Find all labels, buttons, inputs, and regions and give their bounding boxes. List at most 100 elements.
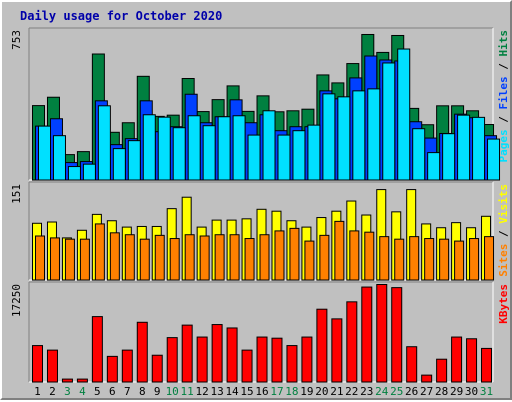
x-tick-label-day-29: 29 xyxy=(450,385,463,398)
chart-title: Daily usage for October 2020 xyxy=(20,9,223,23)
bar-pages-day-20 xyxy=(322,93,336,181)
bar-sites-day-20 xyxy=(319,234,330,281)
bar-sites-day-5 xyxy=(94,223,105,281)
x-tick-label-day-12: 12 xyxy=(196,385,209,398)
x-tick-label-day-6: 6 xyxy=(109,385,116,398)
x-tick-label-day-10: 10 xyxy=(166,385,179,398)
bar-kbytes-day-2 xyxy=(46,349,58,383)
bar-kbytes-day-17 xyxy=(271,337,283,383)
bar-sites-day-9 xyxy=(154,234,165,281)
bar-pages-day-15 xyxy=(247,134,261,181)
bar-kbytes-day-4 xyxy=(76,378,88,383)
bar-sites-day-13 xyxy=(214,234,225,281)
bar-pages-day-2 xyxy=(52,135,66,181)
bar-sites-day-11 xyxy=(184,234,195,281)
legend-files: Files xyxy=(497,76,510,109)
x-tick-label-day-7: 7 xyxy=(124,385,131,398)
bar-pages-day-6 xyxy=(112,148,126,181)
bar-sites-day-24 xyxy=(379,236,390,281)
x-tick-label-day-14: 14 xyxy=(225,385,239,398)
legend-hits: Hits xyxy=(497,30,510,57)
bar-sites-day-22 xyxy=(349,230,360,281)
bar-pages-day-3 xyxy=(67,166,81,181)
bar-sites-day-7 xyxy=(124,234,135,281)
legend-text: Sites / Visits xyxy=(497,184,510,277)
bar-pages-day-12 xyxy=(202,125,216,181)
bar-pages-day-24 xyxy=(382,62,396,181)
x-tick-label-day-16: 16 xyxy=(255,385,268,398)
bar-pages-day-16 xyxy=(262,110,276,181)
bar-kbytes-day-24 xyxy=(376,284,388,383)
x-tick-label-day-17: 17 xyxy=(270,385,283,398)
x-tick-label-day-24: 24 xyxy=(375,385,389,398)
bar-kbytes-day-23 xyxy=(361,286,373,383)
bar-kbytes-day-1 xyxy=(32,345,43,383)
x-tick-label-day-25: 25 xyxy=(390,385,403,398)
x-tick-label-day-8: 8 xyxy=(139,385,146,398)
x-tick-label-day-26: 26 xyxy=(405,385,418,398)
x-tick-label-day-3: 3 xyxy=(64,385,71,398)
bar-kbytes-day-28 xyxy=(436,358,448,383)
bar-kbytes-day-18 xyxy=(286,345,298,383)
bar-pages-day-8 xyxy=(142,114,156,181)
bar-pages-day-1 xyxy=(38,125,51,181)
bar-kbytes-day-29 xyxy=(451,336,463,383)
bar-sites-day-21 xyxy=(334,220,345,281)
legend-text: Pages / Files / Hits xyxy=(497,30,510,163)
bar-sites-day-26 xyxy=(409,236,420,281)
bar-sites-day-14 xyxy=(229,234,240,281)
bar-kbytes-day-8 xyxy=(136,321,148,383)
x-tick-label-day-30: 30 xyxy=(465,385,478,398)
bar-kbytes-day-30 xyxy=(466,338,478,383)
bar-kbytes-day-20 xyxy=(316,308,328,383)
bar-pages-day-28 xyxy=(442,133,456,181)
x-tick-label-day-20: 20 xyxy=(315,385,328,398)
bar-sites-day-30 xyxy=(469,238,480,281)
bar-kbytes-day-10 xyxy=(166,337,178,383)
bar-pages-day-26 xyxy=(412,128,426,181)
x-tick-label-day-31: 31 xyxy=(480,385,493,398)
bar-kbytes-day-22 xyxy=(346,301,358,383)
x-tick-label-day-13: 13 xyxy=(210,385,223,398)
bar-sites-day-8 xyxy=(139,238,150,281)
bar-sites-day-6 xyxy=(109,232,120,281)
bar-kbytes-day-14 xyxy=(226,327,238,383)
bar-kbytes-day-6 xyxy=(106,355,118,383)
bar-kbytes-day-31 xyxy=(481,347,493,383)
legend-pages: Pages xyxy=(497,129,510,162)
legend-separator: / xyxy=(497,110,510,130)
x-tick-label-day-27: 27 xyxy=(420,385,433,398)
bar-kbytes-day-25 xyxy=(391,287,403,383)
y-max-label: 17250 xyxy=(10,284,23,317)
x-tick-label-day-5: 5 xyxy=(94,385,101,398)
x-tick-label-day-1: 1 xyxy=(34,385,41,398)
legend-separator: / xyxy=(497,57,510,77)
bar-sites-day-16 xyxy=(259,234,270,281)
x-tick-label-day-28: 28 xyxy=(435,385,448,398)
bar-kbytes-day-19 xyxy=(301,336,313,383)
bar-sites-day-19 xyxy=(304,240,315,281)
bar-sites-day-31 xyxy=(484,236,495,281)
x-tick-label-day-22: 22 xyxy=(345,385,358,398)
bar-kbytes-day-9 xyxy=(151,354,163,383)
bar-kbytes-day-15 xyxy=(241,349,253,383)
bar-pages-day-21 xyxy=(337,96,351,181)
bar-sites-day-28 xyxy=(439,238,450,281)
bar-kbytes-day-13 xyxy=(211,324,223,383)
bar-pages-day-5 xyxy=(97,105,111,181)
bar-sites-day-17 xyxy=(274,230,285,281)
x-tick-label-day-4: 4 xyxy=(79,385,86,398)
bar-sites-day-27 xyxy=(424,238,435,281)
bar-sites-day-1 xyxy=(35,235,45,281)
bar-sites-day-18 xyxy=(289,227,300,281)
bar-pages-day-18 xyxy=(292,130,306,181)
bar-sites-day-4 xyxy=(79,238,90,281)
bar-pages-day-10 xyxy=(172,127,186,181)
bar-sites-day-15 xyxy=(244,238,255,281)
bar-pages-day-31 xyxy=(487,138,501,181)
bar-pages-day-7 xyxy=(127,140,141,181)
bar-kbytes-day-12 xyxy=(196,336,208,383)
bar-pages-day-30 xyxy=(472,116,486,181)
